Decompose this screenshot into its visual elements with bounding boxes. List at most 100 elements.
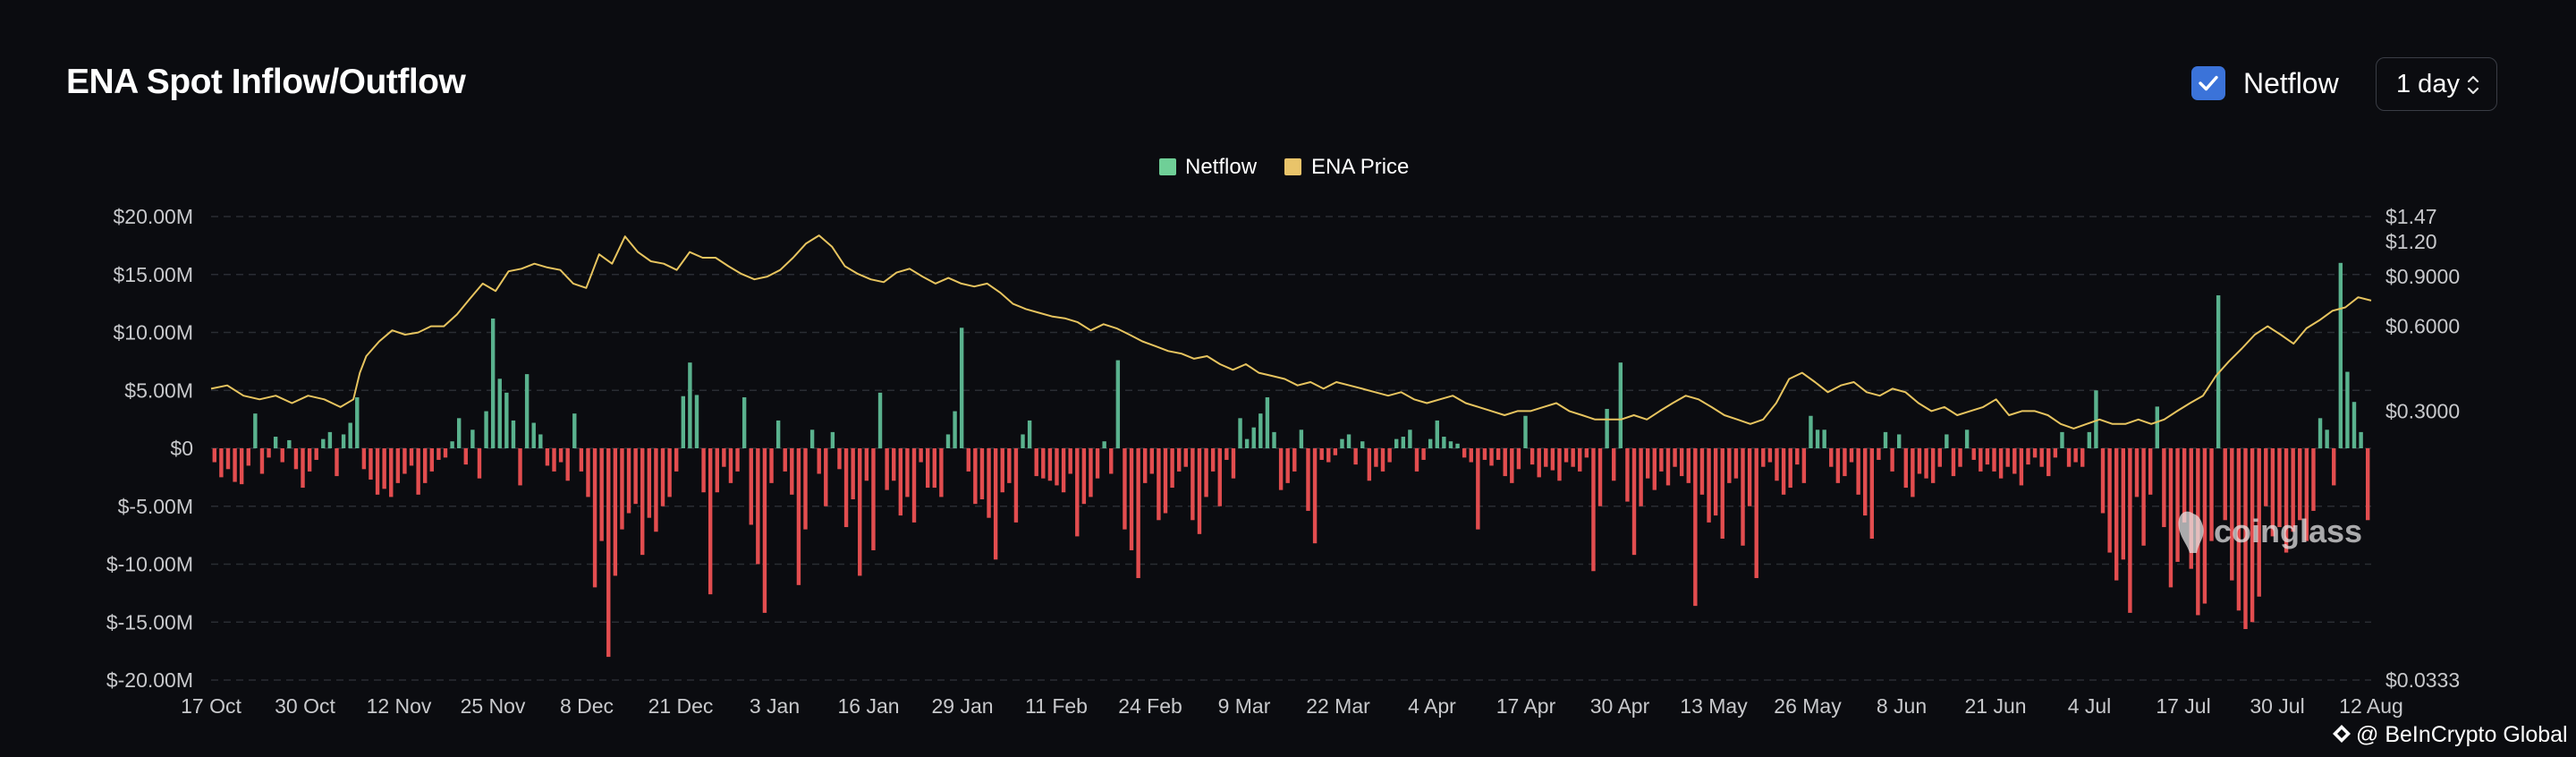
netflow-bar <box>402 448 407 474</box>
x-tick-label: 30 Oct <box>275 694 335 718</box>
netflow-bar <box>2345 371 2350 448</box>
netflow-bar <box>2304 448 2309 541</box>
netflow-bar <box>2359 431 2363 448</box>
netflow-bar <box>1597 448 1603 506</box>
netflow-bar <box>2141 448 2146 546</box>
netflow-bar <box>2046 448 2051 477</box>
netflow-bar <box>524 374 530 448</box>
netflow-bar <box>620 448 624 530</box>
y-left-tick-label: $-10.00M <box>106 553 193 576</box>
netflow-bar <box>1605 408 1609 448</box>
netflow-bar <box>1578 448 1582 472</box>
netflow-bar <box>1829 448 1834 467</box>
netflow-bar <box>769 448 774 483</box>
netflow-bar <box>708 448 713 595</box>
netflow-bar <box>1442 437 1446 448</box>
netflow-bar <box>1176 448 1182 472</box>
netflow-bar <box>1210 448 1216 472</box>
netflow-bar <box>796 448 801 585</box>
netflow-bar <box>1469 448 1473 463</box>
y-right-tick-label: $0.3000 <box>2385 399 2460 422</box>
netflow-bar <box>1849 448 1854 463</box>
netflow-bar <box>518 448 522 486</box>
interval-select[interactable]: 1 day <box>2376 57 2497 111</box>
netflow-bar <box>1081 448 1087 505</box>
netflow-bar <box>1217 448 1222 506</box>
netflow-bar <box>1767 448 1773 463</box>
netflow-bar <box>1143 448 1148 483</box>
netflow-bar <box>1537 448 1541 478</box>
price-line <box>210 234 2372 430</box>
netflow-bar <box>1340 438 1344 448</box>
netflow-bar <box>327 431 333 448</box>
netflow-bar <box>273 437 278 448</box>
netflow-bar <box>885 448 889 490</box>
chart-legend: Netflow ENA Price <box>1159 155 1409 179</box>
netflow-bar <box>959 327 964 448</box>
netflow-bar <box>1244 438 1250 448</box>
netflow-bar <box>1795 448 1800 465</box>
netflow-bar <box>348 422 352 448</box>
x-tick-label: 22 Mar <box>1306 694 1370 718</box>
netflow-bar <box>395 448 401 483</box>
netflow-bar <box>280 448 284 463</box>
netflow-bar <box>2230 448 2234 581</box>
netflow-bar <box>1183 448 1188 467</box>
netflow-bar <box>1992 448 1996 472</box>
netflow-bar <box>926 448 930 489</box>
netflow-bar <box>2039 448 2044 467</box>
netflow-bar <box>1659 448 1664 472</box>
netflow-bar <box>504 392 509 448</box>
netflow-bar <box>1367 448 1372 481</box>
netflow-bar <box>531 422 536 448</box>
price-line-group <box>210 234 2372 430</box>
netflow-bar <box>715 448 719 493</box>
netflow-bar <box>2148 448 2153 495</box>
netflow-bar <box>2351 402 2357 448</box>
netflow-bar <box>640 448 645 556</box>
netflow-bar <box>2073 448 2078 463</box>
legend-swatch-ena-price <box>1284 158 1301 175</box>
netflow-bar <box>477 448 482 479</box>
netflow-bar <box>233 448 237 482</box>
netflow-bar <box>1013 448 1019 523</box>
netflow-bar <box>2216 295 2221 448</box>
x-tick-label: 17 Apr <box>1496 694 1556 718</box>
y-right-tick-label: $0.9000 <box>2385 265 2460 288</box>
netflow-bar <box>1563 448 1569 463</box>
netflow-bar <box>681 396 685 448</box>
netflow-bar <box>817 448 821 474</box>
netflow-bar <box>2236 448 2241 611</box>
netflow-bar <box>2094 390 2098 448</box>
netflow-bar <box>552 448 556 472</box>
netflow-bar <box>2134 448 2140 498</box>
netflow-bar <box>1639 448 1643 506</box>
page-title: ENA Spot Inflow/Outflow <box>66 63 466 101</box>
netflow-bar <box>1516 448 1521 470</box>
netflow-bar <box>1741 448 1745 546</box>
netflow-checkbox[interactable] <box>2191 66 2225 100</box>
netflow-toggle[interactable]: Netflow <box>2191 66 2339 100</box>
netflow-bar <box>1435 420 1439 448</box>
netflow-bar <box>735 448 740 472</box>
legend-item-netflow[interactable]: Netflow <box>1159 155 1258 179</box>
netflow-bar <box>1170 448 1174 489</box>
x-tick-label: 8 Dec <box>560 694 614 718</box>
netflow-bar <box>1863 448 1868 516</box>
y-left-tick-label: $-20.00M <box>106 668 193 692</box>
netflow-bar <box>1251 427 1256 448</box>
y-left-tick-label: $-5.00M <box>118 495 193 518</box>
legend-label-netflow: Netflow <box>1185 155 1258 179</box>
netflow-bar <box>851 448 855 499</box>
netflow-bar <box>1265 397 1270 448</box>
y-left-tick-label: $5.00M <box>124 378 193 402</box>
netflow-bar <box>592 448 597 588</box>
netflow-bar <box>939 448 944 498</box>
netflow-bar <box>1428 438 1433 448</box>
netflow-bar <box>1021 434 1025 448</box>
netflow-bar <box>2291 448 2295 532</box>
netflow-bar <box>1612 448 1616 481</box>
netflow-bar <box>1408 430 1412 448</box>
interval-select-value: 1 day <box>2396 69 2460 98</box>
legend-item-ena-price[interactable]: ENA Price <box>1284 155 1409 179</box>
